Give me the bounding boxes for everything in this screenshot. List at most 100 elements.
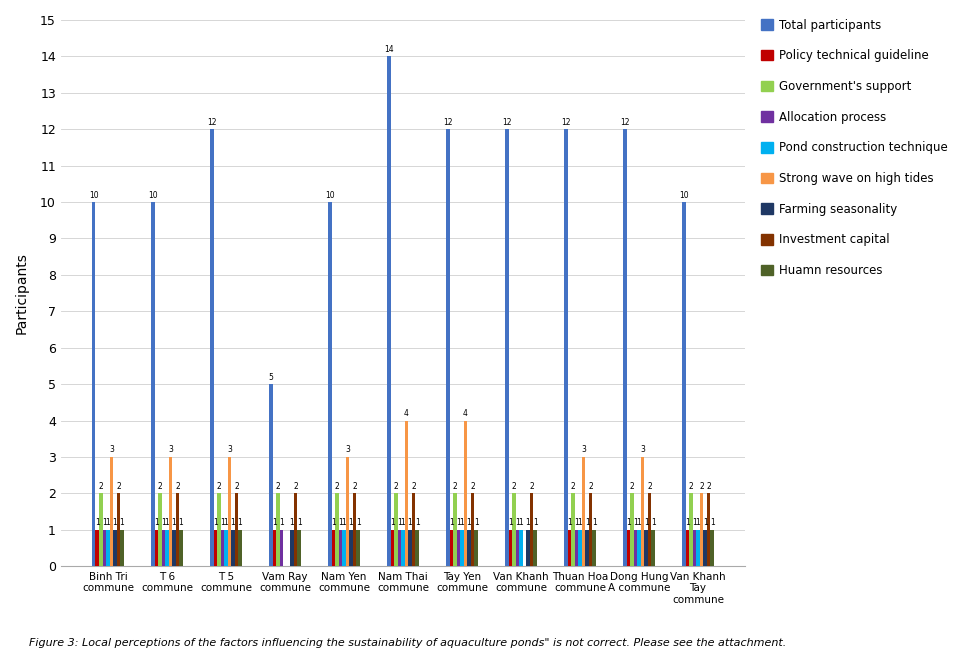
Bar [220,530,224,566]
Bar [696,530,700,566]
Bar [168,457,172,566]
Bar [700,493,703,566]
Bar [155,530,158,566]
Bar [391,530,395,566]
Bar [349,530,353,566]
Bar [686,530,689,566]
Text: 1: 1 [297,518,302,527]
Bar [401,530,405,566]
Text: 1: 1 [102,518,106,527]
Text: 2: 2 [689,482,693,491]
Bar [238,530,242,566]
Bar [648,493,652,566]
Text: 1: 1 [467,518,472,527]
Bar [92,202,96,566]
Text: 1: 1 [112,518,117,527]
Text: 1: 1 [95,518,100,527]
Text: 1: 1 [567,518,571,527]
Bar [568,530,571,566]
Text: 2: 2 [571,482,575,491]
Bar [534,530,537,566]
Bar [227,457,231,566]
Text: 2: 2 [99,482,103,491]
Text: 2: 2 [630,482,634,491]
Text: 1: 1 [338,518,342,527]
Text: 1: 1 [515,518,520,527]
Text: 10: 10 [679,190,689,199]
Text: 4: 4 [404,409,409,418]
Text: 1: 1 [474,518,479,527]
Bar [338,530,342,566]
Bar [412,493,416,566]
Text: 12: 12 [207,117,217,127]
Text: 1: 1 [574,518,579,527]
Text: 2: 2 [512,482,516,491]
Bar [172,530,176,566]
Text: 1: 1 [161,518,165,527]
Bar [446,129,450,566]
Bar [519,530,523,566]
Text: 2: 2 [352,482,357,491]
Bar [450,530,454,566]
Text: 2: 2 [453,482,457,491]
Text: 3: 3 [109,445,114,455]
Bar [644,530,648,566]
Text: 12: 12 [443,117,453,127]
Bar [633,530,637,566]
Bar [574,530,578,566]
Bar [328,202,332,566]
Bar [416,530,419,566]
Text: 1: 1 [171,518,176,527]
Text: 1: 1 [341,518,346,527]
Text: 1: 1 [415,518,420,527]
Bar [113,530,117,566]
Bar [395,493,397,566]
Text: 1: 1 [400,518,405,527]
Bar [408,530,412,566]
Bar [464,420,467,566]
Text: 12: 12 [502,117,512,127]
Bar [231,530,235,566]
Text: 2: 2 [588,482,593,491]
Text: 1: 1 [223,518,228,527]
Bar [689,493,692,566]
Bar [515,530,519,566]
Text: 3: 3 [168,445,173,455]
Text: 12: 12 [620,117,630,127]
Bar [711,530,714,566]
Bar [630,493,633,566]
Bar [210,129,214,566]
Bar [703,530,707,566]
Text: 5: 5 [268,373,274,382]
Text: 1: 1 [449,518,454,527]
Text: 2: 2 [234,482,239,491]
Text: 3: 3 [581,445,586,455]
Bar [637,530,641,566]
Text: 1: 1 [533,518,538,527]
Bar [106,530,109,566]
Bar [471,493,475,566]
Text: 1: 1 [518,518,523,527]
Text: 2: 2 [335,482,339,491]
Bar [509,530,513,566]
Bar [623,129,627,566]
Bar [165,530,168,566]
Text: 4: 4 [463,409,468,418]
Bar [692,530,696,566]
Text: 2: 2 [158,482,162,491]
Text: 3: 3 [227,445,232,455]
Text: 1: 1 [644,518,649,527]
Bar [294,493,297,566]
Bar [460,530,464,566]
Bar [571,493,574,566]
Text: 3: 3 [345,445,350,455]
Text: 1: 1 [230,518,235,527]
Text: 1: 1 [154,518,159,527]
Bar [682,202,686,566]
Bar [526,530,530,566]
Bar [513,493,515,566]
Bar [405,420,408,566]
Bar [336,493,338,566]
Text: 10: 10 [148,190,158,199]
Text: 1: 1 [626,518,630,527]
